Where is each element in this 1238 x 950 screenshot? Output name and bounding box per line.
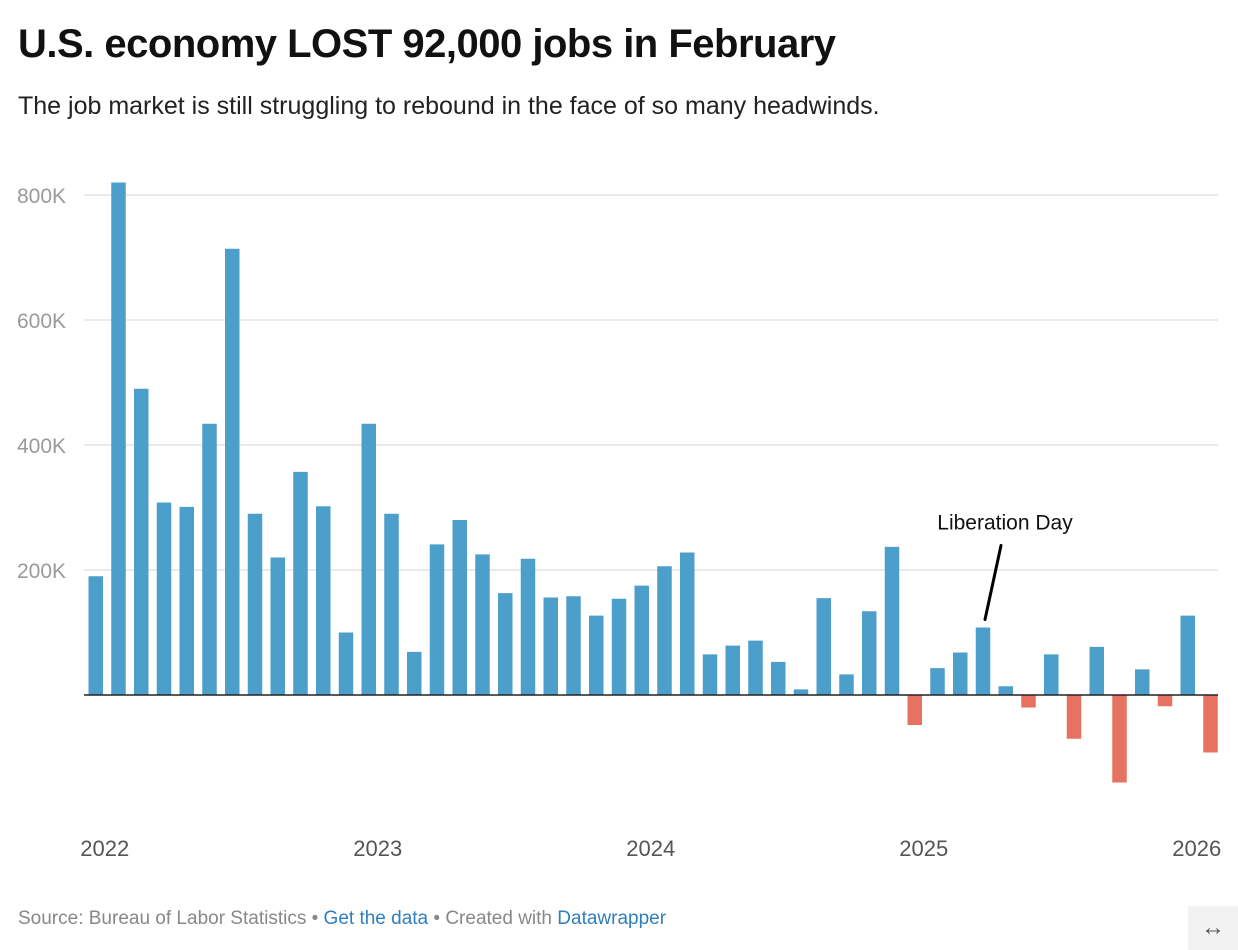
annotation-pointer-line bbox=[983, 544, 1003, 621]
bar-16 bbox=[429, 544, 445, 695]
x-tick-label-2023: 2023 bbox=[353, 836, 402, 861]
footer-separator: • bbox=[306, 908, 324, 929]
bar-20 bbox=[520, 558, 536, 695]
x-axis-labels: 2022 2023 2024 2025 2026 bbox=[80, 836, 1221, 861]
bar-33 bbox=[816, 598, 831, 695]
bar-31 bbox=[771, 661, 786, 695]
x-tick-label-2024: 2024 bbox=[626, 836, 675, 861]
footer: Source: Bureau of Labor Statistics • Get… bbox=[18, 908, 666, 930]
y-tick-label-800K: 800K bbox=[17, 185, 66, 208]
bar-9 bbox=[270, 557, 285, 695]
chart-title: U.S. economy LOST 92,000 jobs in Februar… bbox=[18, 22, 836, 66]
bar-14 bbox=[384, 513, 399, 695]
bar-5 bbox=[179, 506, 194, 695]
expand-arrows-icon[interactable]: ↔ bbox=[1188, 906, 1238, 950]
bar-36 bbox=[884, 546, 900, 695]
bar-12 bbox=[338, 632, 354, 695]
bar-27 bbox=[680, 552, 695, 695]
annotations: Liberation Day bbox=[937, 512, 1073, 621]
bar-45 bbox=[1089, 646, 1104, 695]
y-tick-label-600K: 600K bbox=[17, 310, 66, 333]
bar-10 bbox=[293, 471, 308, 695]
bar-29 bbox=[725, 645, 740, 695]
annotation-label: Liberation Day bbox=[937, 512, 1073, 535]
bar-15 bbox=[407, 651, 422, 695]
bar-50 bbox=[1203, 695, 1218, 753]
bar-11 bbox=[316, 506, 331, 695]
bar-chart: 200K 400K 600K 800K 2022 2023 2024 2025 2026 Li… bbox=[17, 182, 1221, 861]
datawrapper-link[interactable]: Datawrapper bbox=[557, 908, 667, 929]
source-text: Source: Bureau of Labor Statistics bbox=[18, 908, 307, 929]
footer-created-with: • Created with bbox=[428, 908, 558, 929]
x-tick-label-2026: 2026 bbox=[1172, 836, 1221, 861]
bar-34 bbox=[839, 674, 854, 695]
bar-24 bbox=[611, 598, 627, 695]
get-the-data-link[interactable]: Get the data bbox=[323, 908, 429, 929]
bar-32 bbox=[793, 689, 809, 695]
bar-18 bbox=[475, 554, 490, 695]
y-axis-labels: 200K 400K 600K 800K bbox=[17, 185, 66, 583]
y-tick-label-400K: 400K bbox=[17, 435, 66, 458]
bar-30 bbox=[748, 640, 763, 695]
bar-2 bbox=[111, 182, 126, 695]
bar-42 bbox=[1021, 695, 1036, 708]
bar-41 bbox=[998, 686, 1013, 695]
bar-6 bbox=[202, 423, 217, 695]
bar-28 bbox=[702, 654, 718, 695]
bar-21 bbox=[543, 597, 558, 695]
x-tick-label-2025: 2025 bbox=[899, 836, 948, 861]
bar-7 bbox=[225, 248, 240, 695]
bar-13 bbox=[361, 423, 376, 695]
bar-38 bbox=[930, 668, 945, 695]
bar-17 bbox=[452, 520, 467, 695]
bar-37 bbox=[907, 695, 922, 725]
bar-43 bbox=[1044, 654, 1059, 695]
bar-48 bbox=[1157, 695, 1173, 707]
bars bbox=[88, 182, 1218, 783]
bar-8 bbox=[247, 513, 263, 695]
bar-19 bbox=[498, 593, 513, 695]
x-tick-label-2022: 2022 bbox=[80, 836, 129, 861]
bar-1 bbox=[88, 576, 103, 695]
bar-3 bbox=[134, 388, 149, 695]
bar-40 bbox=[975, 627, 991, 695]
bar-46 bbox=[1112, 695, 1127, 783]
bar-49 bbox=[1180, 615, 1195, 695]
bar-39 bbox=[953, 652, 968, 695]
bar-4 bbox=[156, 502, 172, 695]
y-tick-label-200K: 200K bbox=[17, 560, 66, 583]
chart-subtitle: The job market is still struggling to re… bbox=[18, 92, 880, 120]
bar-35 bbox=[862, 611, 877, 695]
bar-22 bbox=[566, 596, 581, 695]
bar-44 bbox=[1066, 695, 1082, 739]
bar-47 bbox=[1135, 669, 1150, 695]
bar-26 bbox=[657, 566, 672, 695]
bar-25 bbox=[634, 585, 649, 695]
bar-23 bbox=[589, 615, 604, 695]
